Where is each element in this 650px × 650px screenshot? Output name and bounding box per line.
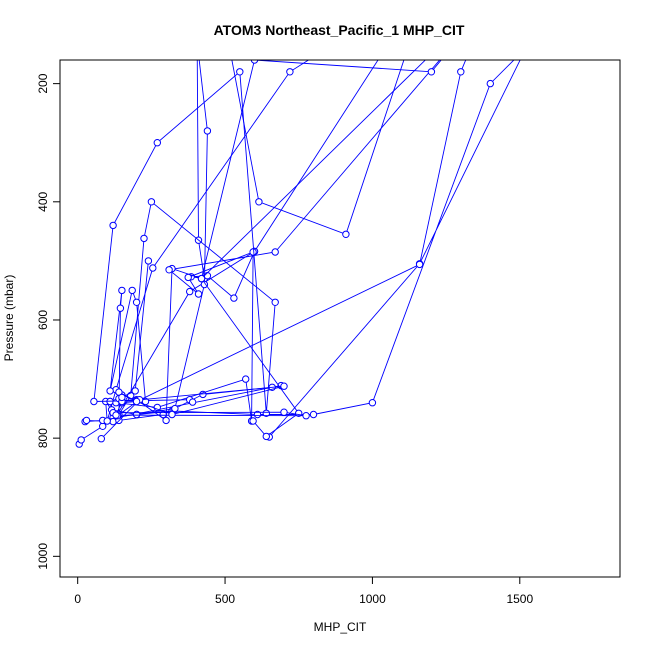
data-point — [230, 294, 238, 302]
data-point — [116, 304, 125, 312]
data-point — [250, 60, 259, 64]
y-tick-label: 200 — [36, 73, 50, 93]
data-point — [309, 410, 318, 419]
data-point — [286, 68, 294, 76]
series-layer — [75, 60, 521, 448]
data-point — [368, 399, 377, 407]
data-point — [342, 230, 350, 239]
data-point — [253, 410, 262, 419]
chart-title: ATOM3 Northeast_Pacific_1 MHP_CIT — [214, 22, 465, 38]
x-axis-label: MHP_CIT — [314, 620, 367, 634]
data-point — [236, 68, 244, 76]
y-tick-label: 1000 — [36, 543, 50, 570]
data-point — [242, 375, 250, 383]
data-point — [457, 68, 465, 76]
data-point — [302, 412, 310, 420]
data-point — [132, 298, 141, 306]
series-line-2 — [83, 60, 405, 423]
data-point — [486, 79, 494, 88]
y-axis-label: Pressure (mbar) — [2, 275, 16, 362]
data-point — [249, 248, 257, 256]
data-point — [194, 290, 203, 298]
data-point — [197, 274, 206, 283]
data-point — [280, 408, 288, 416]
data-point — [427, 68, 436, 76]
data-point — [168, 410, 176, 419]
series-line-4 — [110, 60, 442, 422]
x-axis: 0 500 1000 1500 — [74, 576, 533, 606]
data-point — [153, 403, 162, 412]
plot-frame — [59, 59, 621, 578]
data-point — [153, 139, 162, 147]
y-tick-label: 800 — [36, 428, 50, 448]
x-tick-label: 1000 — [359, 592, 386, 606]
data-point — [97, 435, 106, 443]
data-point — [184, 273, 192, 282]
series-line-3 — [105, 60, 310, 422]
data-point — [149, 264, 157, 272]
data-point — [109, 221, 117, 230]
data-point — [147, 198, 156, 206]
data-point — [171, 404, 179, 413]
series-line-5 — [93, 70, 276, 417]
x-tick-label: 500 — [215, 592, 235, 606]
data-point — [162, 416, 170, 425]
data-point — [140, 234, 148, 243]
data-point — [249, 417, 257, 425]
data-point — [255, 198, 263, 206]
data-point — [77, 436, 85, 444]
data-point — [90, 397, 98, 406]
data-point — [131, 387, 139, 395]
data-point — [200, 280, 209, 289]
data-point — [262, 432, 270, 441]
data-point — [262, 409, 270, 417]
data-point — [271, 298, 279, 306]
data-point — [203, 127, 212, 135]
data-point — [415, 260, 424, 269]
y-axis: 200 400 600 800 1000 — [36, 73, 61, 570]
data-point — [118, 393, 126, 402]
data-point — [271, 248, 279, 256]
y-tick-label: 400 — [36, 191, 50, 211]
data-point — [106, 387, 114, 395]
x-tick-label: 1500 — [506, 592, 533, 606]
data-point — [118, 286, 126, 295]
data-point — [128, 286, 136, 295]
data-point — [112, 411, 120, 419]
data-point — [132, 397, 141, 406]
data-point — [165, 266, 173, 274]
data-point — [188, 398, 197, 406]
data-point — [103, 417, 111, 425]
data-point — [186, 287, 194, 296]
data-point — [82, 416, 91, 425]
x-tick-label: 0 — [74, 592, 81, 606]
data-point — [144, 257, 153, 265]
data-point — [280, 382, 288, 390]
y-tick-label: 600 — [36, 310, 50, 330]
